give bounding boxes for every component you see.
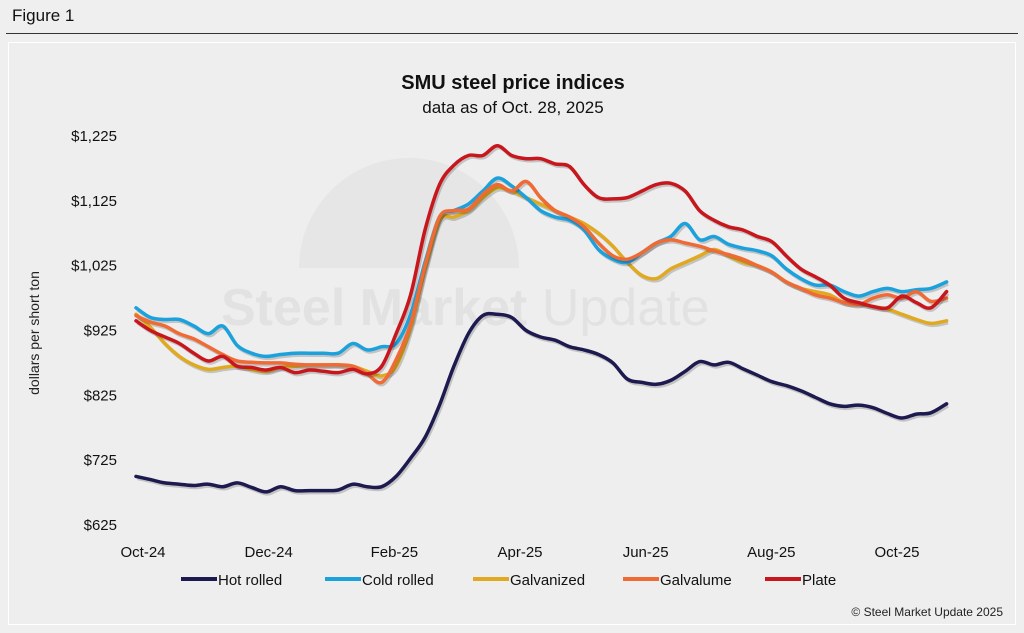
series-shadow bbox=[136, 145, 950, 378]
line-chart: Steel Market Update SMU steel price indi… bbox=[26, 72, 1003, 619]
y-axis-label: dollars per short ton bbox=[26, 271, 42, 395]
legend-item-cold-rolled: Cold rolled bbox=[325, 572, 434, 589]
credit-text: © Steel Market Update 2025 bbox=[851, 605, 1003, 619]
legend-label: Plate bbox=[802, 572, 836, 589]
chart-title: SMU steel price indices bbox=[401, 72, 624, 94]
y-tick-label: $725 bbox=[84, 452, 117, 469]
chart-panel: Steel Market Update SMU steel price indi… bbox=[8, 42, 1016, 625]
x-tick-label: Feb-25 bbox=[371, 544, 419, 561]
x-axis-ticks: Oct-24 Dec-24 Feb-25 Apr-25 Jun-25 Aug-25 Oct-… bbox=[120, 544, 919, 561]
x-tick-label: Aug-25 bbox=[747, 544, 795, 561]
legend-label: Galvalume bbox=[660, 572, 732, 589]
legend: Hot rolled Cold rolled Galvanized Galvalume… bbox=[181, 572, 836, 589]
y-axis-ticks: $625 $725 $825 $925 $1,025 $1,125 $1,225 bbox=[71, 128, 117, 534]
series-line-hot-rolled bbox=[134, 311, 949, 494]
x-tick-label: Oct-25 bbox=[874, 544, 919, 561]
y-tick-label: $825 bbox=[84, 387, 117, 404]
series-line-plate bbox=[134, 143, 949, 376]
legend-item-plate: Plate bbox=[765, 572, 836, 589]
watermark-logo-arc bbox=[299, 158, 519, 268]
y-tick-label: $925 bbox=[84, 323, 117, 340]
series-line-cold-rolled bbox=[134, 176, 949, 359]
legend-label: Cold rolled bbox=[362, 572, 434, 589]
watermark-text: Steel Market Update bbox=[221, 279, 710, 337]
series-shadow bbox=[137, 313, 949, 496]
chart-subtitle: data as of Oct. 28, 2025 bbox=[422, 98, 603, 117]
x-tick-label: Oct-24 bbox=[120, 544, 165, 561]
y-tick-label: $625 bbox=[84, 517, 117, 534]
figure-divider bbox=[6, 33, 1018, 34]
x-tick-label: Jun-25 bbox=[623, 544, 669, 561]
figure-label: Figure 1 bbox=[12, 6, 75, 25]
watermark: Steel Market Update bbox=[221, 158, 710, 337]
legend-label: Galvanized bbox=[510, 572, 585, 589]
y-tick-label: $1,225 bbox=[71, 128, 117, 145]
x-tick-label: Dec-24 bbox=[244, 544, 292, 561]
series-line-galvalume bbox=[134, 179, 949, 385]
legend-item-galvalume: Galvalume bbox=[623, 572, 732, 589]
y-tick-label: $1,125 bbox=[71, 193, 117, 210]
legend-item-hot-rolled: Hot rolled bbox=[181, 572, 282, 589]
legend-item-galvanized: Galvanized bbox=[473, 572, 585, 589]
y-tick-label: $1,025 bbox=[71, 258, 117, 275]
x-tick-label: Apr-25 bbox=[497, 544, 542, 561]
legend-label: Hot rolled bbox=[218, 572, 282, 589]
series-lines bbox=[134, 143, 950, 496]
